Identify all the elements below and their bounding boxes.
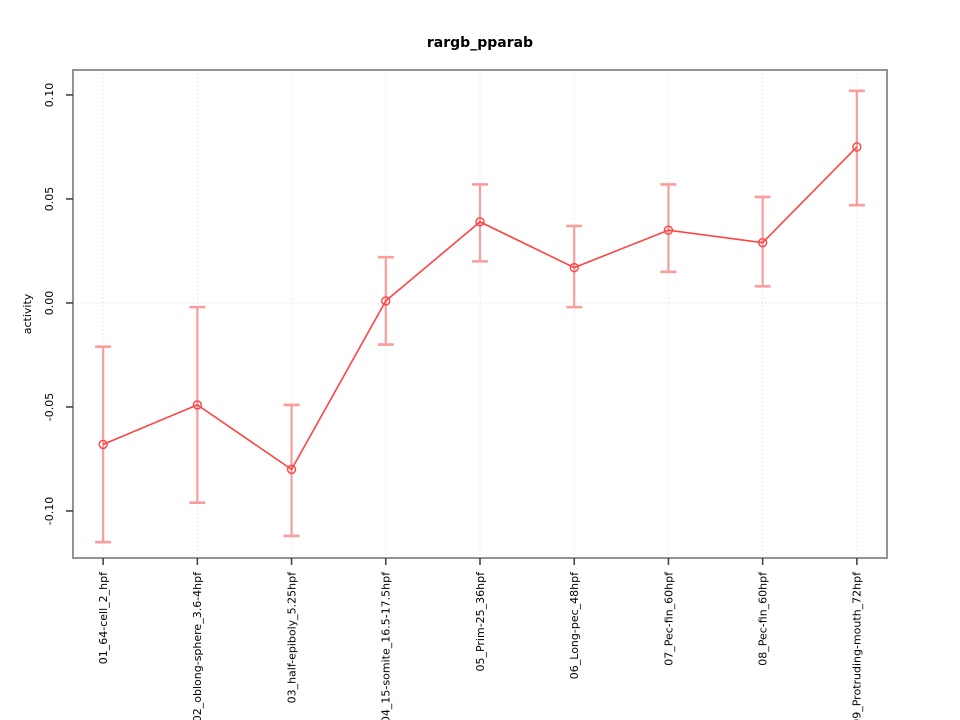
y-tick-label: 0.05	[43, 187, 56, 212]
data-point	[192, 400, 203, 410]
y-axis-label: activity	[21, 293, 34, 334]
data-line	[102, 146, 858, 471]
series-line	[102, 146, 858, 471]
data-point	[381, 296, 391, 306]
chart-title: rargb_pparab	[427, 35, 533, 51]
y-tick-label: 0.10	[43, 83, 56, 108]
data-point	[757, 237, 768, 248]
data-point	[98, 439, 108, 450]
x-tick-label: 04_15-somite_16.5-17.5hpf	[380, 571, 393, 720]
data-point	[852, 142, 862, 152]
x-tick-label: 07_Pec-fin_60hpf	[662, 571, 675, 666]
y-tick-label: -0.10	[43, 497, 56, 525]
x-tick-label: 09_Protruding-mouth_72hpf	[851, 571, 864, 720]
x-tick-label: 03_half-epiboly_5.25hpf	[285, 571, 298, 704]
data-point	[569, 262, 579, 273]
data-point	[475, 217, 485, 227]
data-points	[98, 142, 862, 475]
y-tick-label: 0.00	[43, 291, 56, 316]
data-point	[663, 225, 674, 235]
gridlines	[73, 70, 887, 558]
x-tick-label: 02_oblong-sphere_3.6-4hpf	[191, 571, 204, 720]
x-tick-label: 05_Prim-25_36hpf	[474, 571, 487, 672]
y-tick-label: -0.05	[43, 393, 56, 421]
axis-ticks-and-labels: -0.10 -0.05 0.00 0.05 0.10 01_64-cell_2_hpf 02…	[43, 83, 864, 720]
x-tick-label: 08_Pec-fin_60hpf	[756, 571, 769, 666]
x-tick-label: 06_Long-pec_48hpf	[568, 571, 581, 679]
data-point	[286, 464, 297, 475]
x-tick-label: 01_64-cell_2_hpf	[97, 571, 110, 664]
